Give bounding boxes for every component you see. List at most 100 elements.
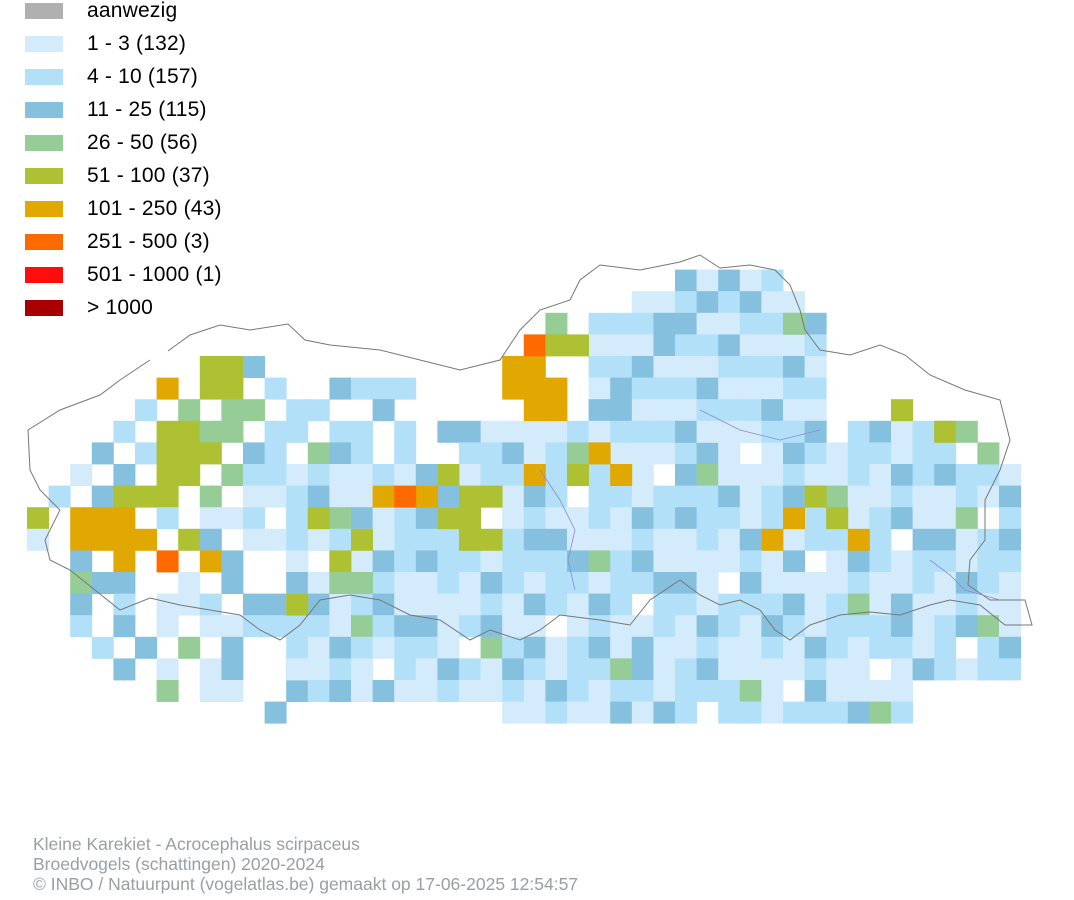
grid-cell	[804, 615, 827, 638]
grid-cell	[826, 572, 849, 594]
grid-cell	[999, 615, 1021, 638]
grid-cell	[351, 485, 373, 508]
grid-cell	[696, 420, 719, 443]
grid-cell	[156, 377, 179, 400]
grid-cell	[761, 528, 784, 551]
map-legend: aanwezig 1 - 3 (132) 4 - 10 (157) 11 - 2…	[25, 0, 222, 324]
grid-cell	[178, 572, 201, 594]
grid-cell	[631, 312, 654, 335]
grid-cell	[631, 291, 654, 314]
grid-cell	[351, 572, 373, 594]
grid-cell	[739, 572, 762, 594]
grid-cell	[372, 528, 395, 551]
grid-cell	[523, 334, 546, 357]
grid-cell	[588, 356, 611, 378]
grid-cell	[696, 377, 719, 400]
grid-cell	[826, 550, 849, 573]
grid-cell	[610, 356, 633, 378]
dataset-subtitle: Broedvogels (schattingen) 2020-2024	[33, 854, 325, 874]
grid-cell	[588, 701, 611, 724]
grid-cell	[653, 507, 676, 530]
grid-cell	[934, 528, 957, 551]
grid-cell	[70, 464, 93, 486]
grid-cell	[912, 507, 935, 530]
grid-cell	[437, 658, 460, 681]
legend-swatch	[25, 2, 63, 19]
grid-cell	[718, 593, 741, 616]
grid-cell	[264, 464, 287, 486]
grid-cell	[113, 615, 136, 638]
grid-cell	[912, 550, 935, 573]
grid-cell	[847, 636, 870, 659]
region-border	[27, 254, 1033, 641]
grid-cell	[999, 464, 1021, 486]
grid-cell	[912, 572, 935, 594]
grid-cell	[70, 615, 93, 638]
grid-cell	[307, 658, 330, 681]
grid-cell	[739, 291, 762, 314]
grid-cell	[999, 572, 1021, 594]
grid-cell	[653, 356, 676, 378]
grid-cell	[135, 485, 157, 508]
grid-cell	[761, 485, 784, 508]
grid-cell	[480, 550, 503, 573]
grid-cell	[847, 593, 870, 616]
grid-cell	[631, 528, 654, 551]
grid-cell	[631, 658, 654, 681]
grid-cell	[739, 680, 762, 702]
grid-cell	[523, 615, 546, 638]
legend-swatch	[25, 233, 63, 250]
grid-cell	[243, 356, 265, 378]
grid-cell	[113, 420, 136, 443]
grid-cell	[545, 312, 568, 335]
grid-cell	[934, 485, 957, 508]
grid-cell	[221, 399, 244, 422]
legend-row-51-100: 51 - 100 (37)	[25, 159, 222, 192]
grid-cell	[156, 658, 179, 681]
grid-cell	[221, 464, 244, 486]
grid-cell	[653, 680, 676, 702]
grid-cell	[459, 528, 481, 551]
grid-cell	[977, 658, 1000, 681]
grid-cell	[567, 464, 589, 486]
grid-cell	[113, 593, 136, 616]
legend-swatch	[25, 200, 63, 217]
grid-cell	[675, 291, 697, 314]
grid-cell	[761, 593, 784, 616]
grid-cell	[675, 615, 697, 638]
grid-cell	[696, 615, 719, 638]
grid-cell	[653, 550, 676, 573]
grid-cell	[783, 420, 805, 443]
grid-cell	[999, 636, 1021, 659]
grid-cell	[415, 464, 438, 486]
grid-cell	[588, 572, 611, 594]
grid-cell	[415, 636, 438, 659]
grid-cell	[934, 658, 957, 681]
grid-cell	[307, 464, 330, 486]
grid-cell	[804, 377, 827, 400]
grid-cell	[804, 420, 827, 443]
grid-cell	[567, 420, 589, 443]
legend-label: 101 - 250 (43)	[87, 196, 222, 220]
grid-cell	[372, 464, 395, 486]
grid-cell	[934, 420, 957, 443]
grid-cell	[675, 528, 697, 551]
grid-cell	[653, 442, 676, 465]
grid-cell	[847, 528, 870, 551]
grid-cell	[480, 658, 503, 681]
grid-cell	[610, 485, 633, 508]
grid-cell	[934, 593, 957, 616]
grid-cell	[610, 464, 633, 486]
grid-cell	[912, 442, 935, 465]
grid-cell	[934, 636, 957, 659]
grid-cell	[307, 507, 330, 530]
grid-cell	[199, 593, 222, 616]
grid-cell	[394, 636, 417, 659]
grid-cell	[156, 442, 179, 465]
grid-cell	[761, 420, 784, 443]
grid-cell	[480, 615, 503, 638]
grid-cell	[675, 377, 697, 400]
grid-cell	[351, 615, 373, 638]
grid-cell	[351, 593, 373, 616]
